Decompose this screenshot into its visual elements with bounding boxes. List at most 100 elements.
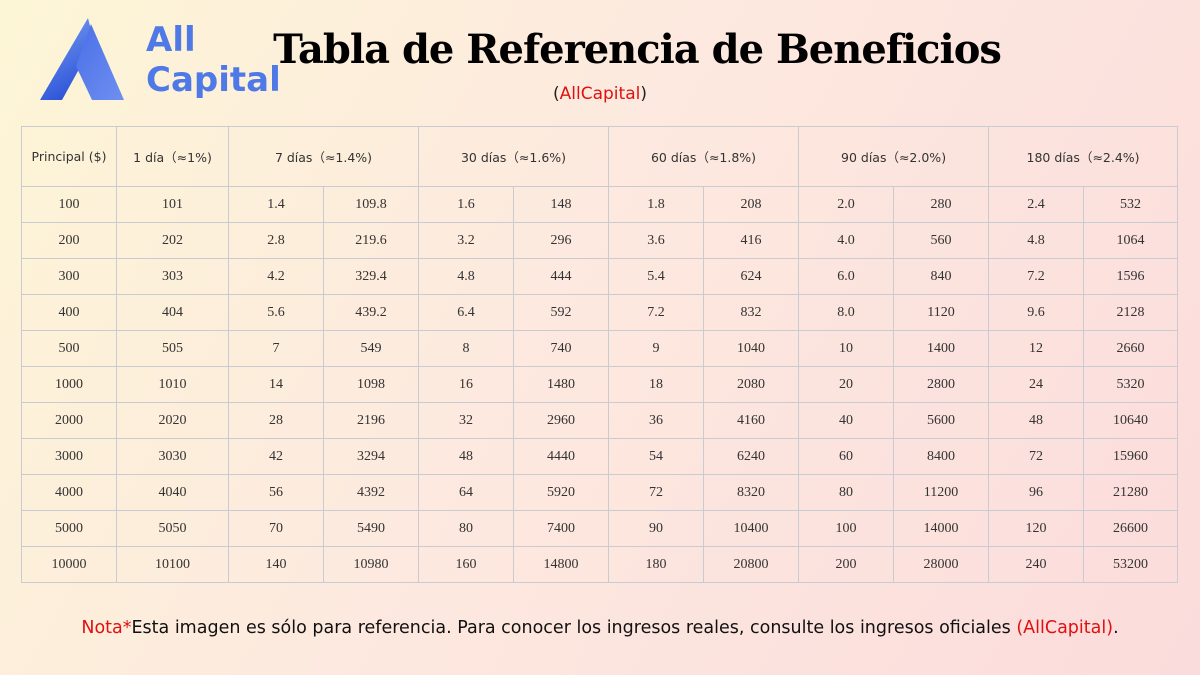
table-cell: 2.8: [228, 222, 324, 259]
column-header: 30 días（≈1.6%): [417, 126, 610, 187]
table-cell: 90: [608, 510, 705, 547]
table-cell: 1596: [1083, 258, 1179, 295]
table-cell: 1040: [703, 330, 800, 367]
table-cell: 6.4: [418, 294, 514, 331]
table-cell: 2.4: [988, 186, 1085, 223]
table-cell: 5050: [116, 510, 229, 547]
table-cell: 9.6: [988, 294, 1085, 331]
table-cell: 1400: [893, 330, 990, 367]
table-cell: 4040: [116, 474, 229, 511]
table-cell: 53200: [1083, 546, 1179, 583]
column-header: 1 día（≈1%): [116, 126, 229, 187]
table-cell: 12: [988, 330, 1085, 367]
table-cell: 1064: [1083, 222, 1179, 259]
table-cell: 202: [116, 222, 229, 259]
table-cell: 444: [512, 258, 610, 295]
table-cell: 40: [798, 402, 895, 439]
table-cell: 26600: [1083, 510, 1179, 547]
subtitle-brand: AllCapital: [559, 84, 641, 104]
table-cell: 16: [418, 366, 514, 403]
table-cell: 14000: [893, 510, 990, 547]
table-cell: 8.0: [798, 294, 895, 331]
table-cell: 404: [116, 294, 229, 331]
note-text: Esta imagen es sólo para referencia. Par…: [131, 618, 1017, 638]
note-end: .: [1113, 618, 1119, 638]
table-cell: 5920: [512, 474, 610, 511]
table-cell: 5.6: [228, 294, 324, 331]
table-cell: 5600: [893, 402, 990, 439]
table-row: 2000 2020 28 2196 32 2960 36 4160 40 5600 48 10640: [21, 402, 1179, 439]
table-cell: 200: [798, 546, 895, 583]
table-cell: 5490: [323, 510, 419, 547]
subtitle-close-paren: ): [640, 84, 647, 104]
table-cell: 2128: [1083, 294, 1179, 331]
table-row: 10000 10100 140 10980 160 14800 180 20800 200 280…: [21, 546, 1179, 583]
table-cell: 6240: [703, 438, 800, 475]
benefits-table: Principal ($) 1 día（≈1%) 7 días（≈1.4%) 3…: [21, 126, 1179, 583]
table-cell: 240: [988, 546, 1085, 583]
table-body: 100 101 1.4 109.8 1.6 148 1.8 208 2.0 280 2.4 532 20…: [21, 186, 1179, 583]
table-cell: 624: [703, 258, 800, 295]
table-cell: 1.8: [608, 186, 705, 223]
table-cell: 8400: [893, 438, 990, 475]
table-cell: 592: [512, 294, 610, 331]
table-cell: 2196: [323, 402, 419, 439]
column-header: 90 días（≈2.0%): [798, 126, 990, 187]
note-brand: (AllCapital): [1016, 618, 1114, 638]
table-cell: 72: [988, 438, 1085, 475]
table-cell: 100: [21, 186, 117, 223]
table-cell: 2800: [893, 366, 990, 403]
table-cell: 5320: [1083, 366, 1179, 403]
table-cell: 2000: [21, 402, 117, 439]
table-row: 400 404 5.6 439.2 6.4 592 7.2 832 8.0 1120 9.6 2128: [21, 294, 1179, 331]
table-cell: 329.4: [323, 258, 419, 295]
table-cell: 14: [228, 366, 324, 403]
table-cell: 120: [988, 510, 1085, 547]
table-cell: 64: [418, 474, 514, 511]
table-cell: 15960: [1083, 438, 1179, 475]
table-cell: 3.2: [418, 222, 514, 259]
table-cell: 28000: [893, 546, 990, 583]
table-cell: 20800: [703, 546, 800, 583]
page-title: Tabla de Referencia de Beneficios: [273, 26, 1002, 73]
triangle-a-logo-icon: [40, 18, 124, 100]
table-row: 500 505 7 549 8 740 9 1040 10 1400 12 2660: [21, 330, 1179, 367]
table-cell: 32: [418, 402, 514, 439]
table-cell: 532: [1083, 186, 1179, 223]
table-cell: 70: [228, 510, 324, 547]
brand-logo: All Capital: [36, 18, 281, 104]
table-header-row: Principal ($) 1 día（≈1%) 7 días（≈1.4%) 3…: [21, 126, 1179, 187]
column-header: Principal ($): [21, 126, 117, 187]
table-cell: 208: [703, 186, 800, 223]
table-cell: 4.8: [988, 222, 1085, 259]
table-cell: 20: [798, 366, 895, 403]
table-cell: 296: [512, 222, 610, 259]
table-cell: 96: [988, 474, 1085, 511]
table-cell: 500: [21, 330, 117, 367]
table-cell: 4000: [21, 474, 117, 511]
table-cell: 28: [228, 402, 324, 439]
table-cell: 2660: [1083, 330, 1179, 367]
table-cell: 3294: [323, 438, 419, 475]
table-cell: 2960: [512, 402, 610, 439]
table-cell: 100: [798, 510, 895, 547]
table-row: 200 202 2.8 219.6 3.2 296 3.6 416 4.0 560 4.8 1064: [21, 222, 1179, 259]
column-header: 60 días（≈1.8%): [608, 126, 800, 187]
table-cell: 10400: [703, 510, 800, 547]
table-cell: 3.6: [608, 222, 705, 259]
table-cell: 101: [116, 186, 229, 223]
brand-name: All Capital: [146, 20, 281, 100]
table-cell: 80: [418, 510, 514, 547]
table-cell: 1.6: [418, 186, 514, 223]
table-cell: 505: [116, 330, 229, 367]
page-subtitle: (AllCapital): [0, 84, 1200, 104]
column-header: 7 días（≈1.4%): [228, 126, 419, 187]
table-cell: 7.2: [608, 294, 705, 331]
table-row: 300 303 4.2 329.4 4.8 444 5.4 624 6.0 840 7.2 1596: [21, 258, 1179, 295]
table-cell: 4.2: [228, 258, 324, 295]
table-cell: 10000: [21, 546, 117, 583]
table-cell: 3030: [116, 438, 229, 475]
table-cell: 7: [228, 330, 324, 367]
table-cell: 300: [21, 258, 117, 295]
column-header: 180 días（≈2.4%): [988, 126, 1179, 187]
